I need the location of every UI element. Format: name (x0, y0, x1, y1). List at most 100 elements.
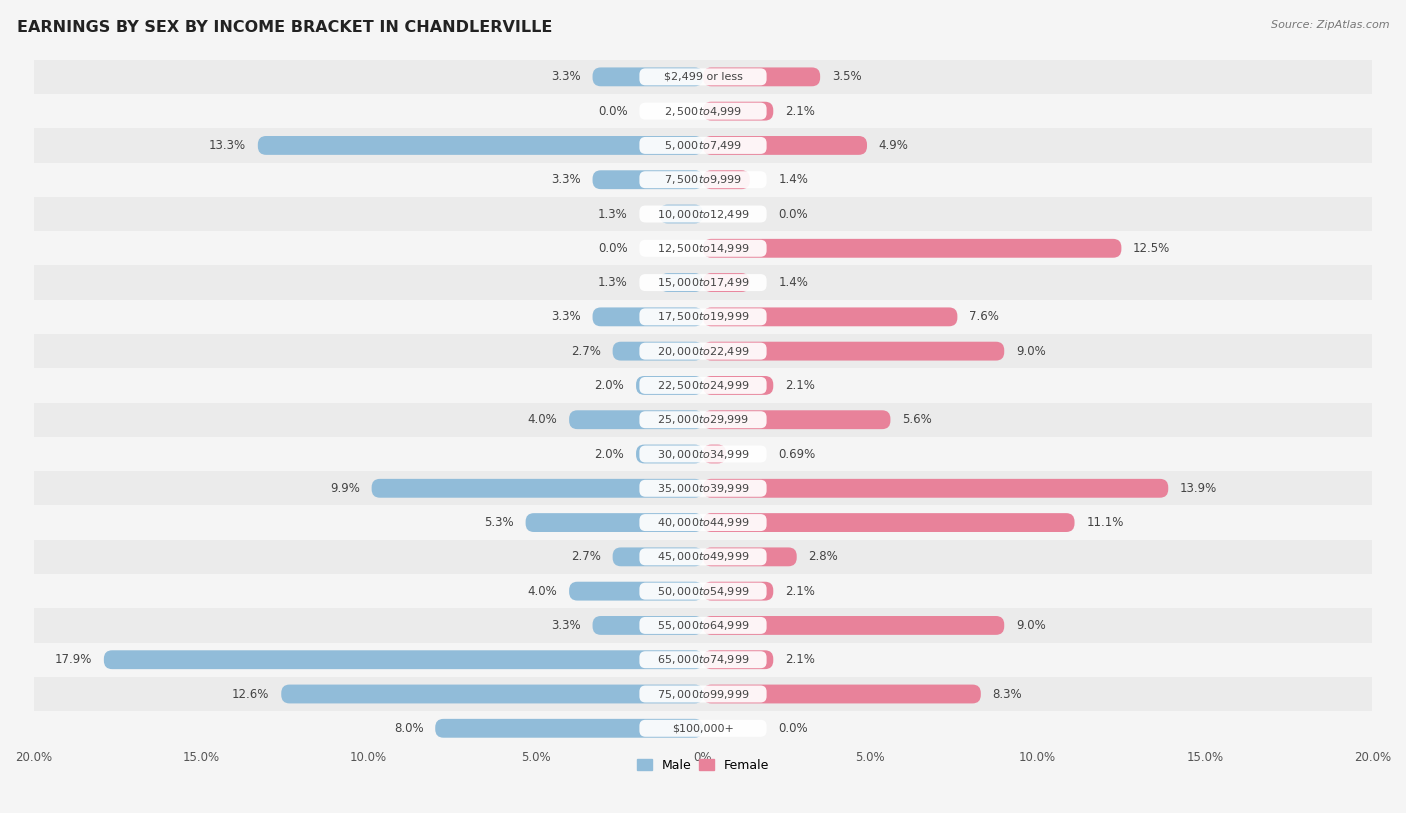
Bar (34, 300, 1372, 334)
Text: 2.0%: 2.0% (595, 379, 624, 392)
Text: $75,000 to $99,999: $75,000 to $99,999 (657, 688, 749, 701)
FancyBboxPatch shape (569, 582, 703, 601)
Bar (34, 472, 1372, 506)
Text: EARNINGS BY SEX BY INCOME BRACKET IN CHANDLERVILLE: EARNINGS BY SEX BY INCOME BRACKET IN CHA… (17, 20, 553, 35)
FancyBboxPatch shape (703, 376, 773, 395)
Text: 2.0%: 2.0% (595, 447, 624, 460)
Text: 2.1%: 2.1% (785, 379, 815, 392)
FancyBboxPatch shape (640, 377, 766, 394)
FancyBboxPatch shape (640, 617, 766, 634)
FancyBboxPatch shape (640, 583, 766, 600)
Bar (34, 163, 1372, 197)
Text: 13.3%: 13.3% (209, 139, 246, 152)
FancyBboxPatch shape (703, 411, 890, 429)
FancyBboxPatch shape (640, 68, 766, 85)
Text: 11.1%: 11.1% (1087, 516, 1123, 529)
Bar (34, 437, 1372, 472)
FancyBboxPatch shape (703, 273, 749, 292)
Text: $25,000 to $29,999: $25,000 to $29,999 (657, 413, 749, 426)
Bar (34, 711, 1372, 746)
FancyBboxPatch shape (703, 616, 1004, 635)
Text: 3.3%: 3.3% (551, 311, 581, 324)
FancyBboxPatch shape (640, 549, 766, 565)
Text: $12,500 to $14,999: $12,500 to $14,999 (657, 241, 749, 254)
Bar (34, 231, 1372, 265)
Bar (34, 197, 1372, 231)
Text: 9.9%: 9.9% (330, 482, 360, 495)
FancyBboxPatch shape (703, 239, 1122, 258)
Text: 2.7%: 2.7% (571, 345, 600, 358)
FancyBboxPatch shape (592, 67, 703, 86)
Text: 2.7%: 2.7% (571, 550, 600, 563)
FancyBboxPatch shape (636, 445, 703, 463)
Bar (34, 677, 1372, 711)
Text: 2.1%: 2.1% (785, 105, 815, 118)
FancyBboxPatch shape (640, 651, 766, 668)
Text: 2.1%: 2.1% (785, 653, 815, 666)
Bar (34, 128, 1372, 163)
Text: 0.69%: 0.69% (779, 447, 815, 460)
FancyBboxPatch shape (640, 480, 766, 497)
Text: 4.9%: 4.9% (879, 139, 908, 152)
Text: 5.3%: 5.3% (484, 516, 513, 529)
Text: 5.6%: 5.6% (903, 413, 932, 426)
Text: $30,000 to $34,999: $30,000 to $34,999 (657, 447, 749, 460)
Text: 2.1%: 2.1% (785, 585, 815, 598)
Bar (34, 642, 1372, 677)
Text: 1.4%: 1.4% (779, 276, 808, 289)
FancyBboxPatch shape (703, 170, 749, 189)
FancyBboxPatch shape (592, 307, 703, 326)
FancyBboxPatch shape (703, 650, 773, 669)
Text: 0.0%: 0.0% (598, 241, 627, 254)
Text: 4.0%: 4.0% (527, 413, 557, 426)
Text: $7,500 to $9,999: $7,500 to $9,999 (664, 173, 742, 186)
Text: 12.6%: 12.6% (232, 688, 270, 701)
Text: $35,000 to $39,999: $35,000 to $39,999 (657, 482, 749, 495)
FancyBboxPatch shape (436, 719, 703, 737)
Legend: Male, Female: Male, Female (631, 754, 775, 777)
Text: 9.0%: 9.0% (1017, 345, 1046, 358)
Text: 3.3%: 3.3% (551, 71, 581, 84)
FancyBboxPatch shape (703, 582, 773, 601)
Text: 0.0%: 0.0% (779, 207, 808, 220)
Text: 1.3%: 1.3% (598, 207, 627, 220)
FancyBboxPatch shape (281, 685, 703, 703)
Text: 1.3%: 1.3% (598, 276, 627, 289)
FancyBboxPatch shape (703, 67, 820, 86)
Text: 3.3%: 3.3% (551, 619, 581, 632)
Text: Source: ZipAtlas.com: Source: ZipAtlas.com (1271, 20, 1389, 30)
FancyBboxPatch shape (569, 411, 703, 429)
Text: $10,000 to $12,499: $10,000 to $12,499 (657, 207, 749, 220)
Text: $22,500 to $24,999: $22,500 to $24,999 (657, 379, 749, 392)
FancyBboxPatch shape (640, 274, 766, 291)
Text: 8.0%: 8.0% (394, 722, 423, 735)
FancyBboxPatch shape (640, 342, 766, 359)
Bar (34, 59, 1372, 94)
Text: $15,000 to $17,499: $15,000 to $17,499 (657, 276, 749, 289)
Bar (34, 506, 1372, 540)
FancyBboxPatch shape (640, 102, 766, 120)
Text: $45,000 to $49,999: $45,000 to $49,999 (657, 550, 749, 563)
FancyBboxPatch shape (592, 170, 703, 189)
FancyBboxPatch shape (592, 616, 703, 635)
Bar (34, 540, 1372, 574)
FancyBboxPatch shape (703, 307, 957, 326)
FancyBboxPatch shape (640, 411, 766, 428)
Text: $50,000 to $54,999: $50,000 to $54,999 (657, 585, 749, 598)
FancyBboxPatch shape (703, 685, 981, 703)
Text: 1.4%: 1.4% (779, 173, 808, 186)
Text: 3.5%: 3.5% (832, 71, 862, 84)
FancyBboxPatch shape (640, 720, 766, 737)
Text: 7.6%: 7.6% (969, 311, 1000, 324)
Text: 0.0%: 0.0% (779, 722, 808, 735)
FancyBboxPatch shape (703, 479, 1168, 498)
Text: $55,000 to $64,999: $55,000 to $64,999 (657, 619, 749, 632)
FancyBboxPatch shape (613, 341, 703, 361)
Bar (34, 402, 1372, 437)
Text: 8.3%: 8.3% (993, 688, 1022, 701)
Text: $40,000 to $44,999: $40,000 to $44,999 (657, 516, 749, 529)
Text: $65,000 to $74,999: $65,000 to $74,999 (657, 653, 749, 666)
Bar (34, 334, 1372, 368)
Text: 9.0%: 9.0% (1017, 619, 1046, 632)
FancyBboxPatch shape (703, 136, 868, 154)
